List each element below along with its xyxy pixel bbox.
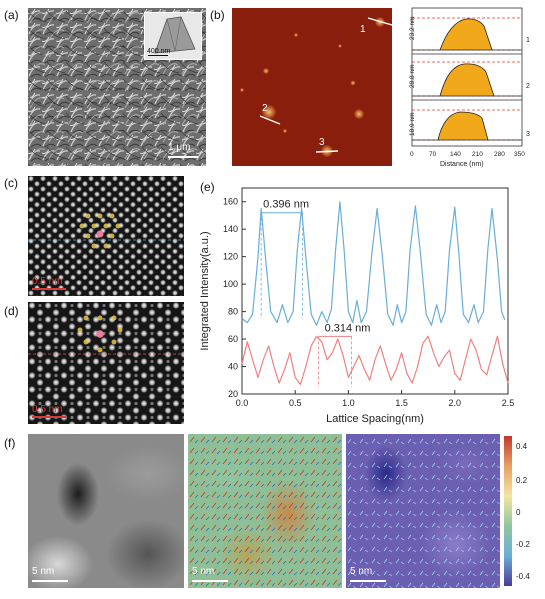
profile-xtick: 210	[472, 151, 483, 158]
panel-b-height-profiles: 23.2 nm 1 28.8 nm 2 18.9 nm 3 0 70 140 2…	[409, 7, 530, 168]
panel-f2-scale-label: 5 nm	[192, 566, 215, 577]
panel-d-atomic-image: 0.5 nm	[28, 302, 184, 424]
profile-xtick: 350	[514, 151, 525, 158]
panel-b-afm-image: 1 2 3	[232, 8, 392, 166]
panel-f2-scalebar	[192, 580, 228, 582]
panel-e-label: (e)	[200, 180, 215, 194]
panel-d-scale-label: 0.5 nm	[32, 404, 63, 415]
y-tick-label: 160	[223, 197, 238, 207]
panel-c-scalebar	[32, 288, 66, 290]
panel-c-atomic-image: 0.5 nm	[28, 176, 184, 296]
strain-arrow-field-2	[346, 434, 500, 588]
panel-e-intensity-chart: 0.0 0.5 1.0 1.5 2.0 2.5 20 40 60 80 100 120 140 160 0…	[199, 187, 515, 425]
y-tick-label: 140	[223, 224, 238, 234]
panel-f-grayscale-map: 5 nm	[28, 434, 184, 588]
panel-a-sem-image: 400 nm 1 μm	[28, 8, 206, 166]
chart-y-axis-label: Integrated Intensity(a.u.)	[199, 231, 211, 350]
afm-particles: 1 2 3	[240, 17, 392, 157]
x-tick-label: 1.0	[342, 398, 355, 408]
profile-2: 28.8 nm 2	[409, 61, 530, 97]
colorbar-tick: 0.2	[516, 476, 528, 485]
x-tick-label: 0.5	[289, 398, 302, 408]
afm-point-2: 2	[262, 103, 268, 114]
y-tick-label: 40	[228, 362, 238, 372]
colorbar-ticks: 0.4 0.2 0 -0.2 -0.4	[516, 436, 544, 588]
colorbar-tick: 0	[516, 508, 521, 517]
strain-arrow-field	[188, 434, 342, 588]
panel-a-label: (a)	[4, 8, 19, 22]
colorbar-tick: -0.4	[516, 572, 530, 581]
profile-xlabel: Distance (nm)	[440, 161, 484, 168]
profile-xtick: 280	[494, 151, 505, 158]
y-tick-label: 80	[228, 307, 238, 317]
colorbar	[504, 436, 512, 586]
panel-d-scalebar	[32, 416, 66, 418]
x-tick-label: 0.0	[236, 398, 249, 408]
afm-point-3: 3	[319, 137, 325, 148]
y-tick-label: 20	[228, 389, 238, 399]
panel-f-strain-map-arrows: 5 nm	[188, 434, 342, 588]
annotation-label: 0.396 nm	[263, 199, 309, 211]
profile-2-height: 28.8 nm	[409, 65, 416, 89]
panel-b-label: (b)	[210, 8, 225, 22]
panel-f3-scale-label: 5 nm	[350, 566, 373, 577]
profile-1-index: 1	[526, 37, 530, 44]
inset-flake	[154, 16, 196, 54]
panel-a-scale-label: 1 μm	[168, 142, 191, 153]
profile-xtick: 140	[450, 151, 461, 158]
panel-f1-scale-label: 5 nm	[32, 566, 55, 577]
panel-a-scalebar	[168, 156, 198, 158]
panel-c-label: (c)	[4, 176, 18, 190]
y-tick-label: 60	[228, 334, 238, 344]
x-tick-label: 2.5	[502, 398, 515, 408]
x-tick-label: 1.5	[395, 398, 408, 408]
inset-scalebar	[148, 55, 168, 56]
series-line-2	[241, 335, 509, 385]
profile-xtick: 0	[410, 151, 414, 158]
panel-c-scale-label: 0.5 nm	[32, 276, 63, 287]
colorbar-tick: 0.4	[516, 442, 528, 451]
panel-d-label: (d)	[4, 304, 19, 318]
panel-f1-scalebar	[32, 580, 68, 582]
panel-f-label: (f)	[4, 436, 16, 450]
profile-3: 18.9 nm 3	[409, 109, 530, 141]
y-tick-label: 100	[223, 279, 238, 289]
annotation-label: 0.314 nm	[325, 322, 371, 334]
panel-f-strain-map-purple: 5 nm	[346, 434, 500, 588]
colorbar-tick: -0.2	[516, 540, 530, 549]
chart-x-axis-label: Lattice Spacing(nm)	[326, 413, 424, 425]
y-tick-label: 120	[223, 252, 238, 262]
series-line-1	[241, 201, 506, 326]
afm-point-1: 1	[360, 24, 366, 35]
profile-1-height: 23.2 nm	[409, 17, 416, 41]
inset-scale-label: 400 nm	[147, 48, 171, 55]
atomic-lattice-c	[28, 176, 184, 296]
sem-inset: 400 nm	[144, 12, 202, 60]
atomic-lattice-d	[28, 302, 184, 424]
panel-f3-scalebar	[350, 580, 386, 582]
profile-2-index: 2	[526, 83, 530, 90]
profile-xtick: 70	[429, 151, 437, 158]
profile-3-height: 18.9 nm	[409, 113, 416, 137]
x-tick-label: 2.0	[449, 398, 462, 408]
chart-plot-area	[241, 187, 509, 395]
profile-3-index: 3	[526, 131, 530, 138]
profile-1: 23.2 nm 1	[409, 17, 530, 51]
profile-x-ticks: 0 70 140 210 280 350	[410, 151, 525, 158]
